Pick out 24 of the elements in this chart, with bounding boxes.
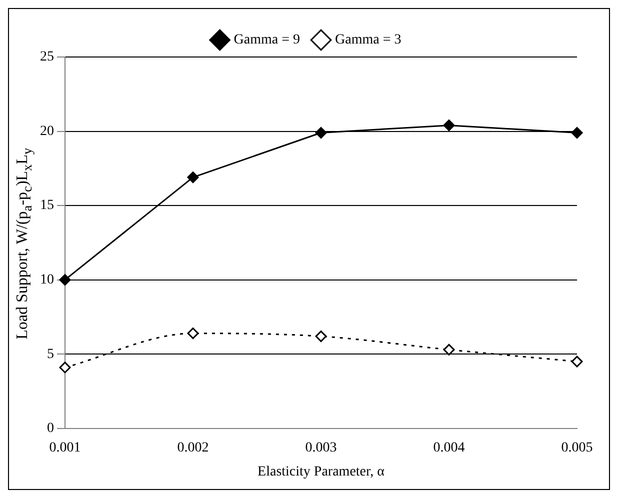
point (443, 120, 455, 132)
point (187, 172, 199, 184)
y-tick-label: 25 (40, 50, 54, 65)
point (443, 344, 455, 356)
y-tick-label: 0 (47, 421, 54, 436)
x-tick-label: 0.005 (561, 440, 593, 456)
point (315, 330, 327, 342)
x-axis-title: Elasticity Parameter, α (258, 464, 386, 480)
point (315, 127, 327, 139)
y-tick-label: 10 (40, 272, 54, 288)
x-tick-label: 0.002 (177, 440, 209, 456)
x-tick-label: 0.003 (305, 440, 337, 456)
x-tick-label: 0.001 (49, 440, 81, 456)
y-tick-label: 15 (40, 198, 54, 214)
legend-label: Gamma = 3 (335, 32, 402, 48)
y-tick-label: 5 (47, 346, 54, 362)
y-tick-label: 20 (40, 124, 54, 139)
point (59, 274, 71, 286)
point (59, 362, 71, 374)
x-tick-label: 0.004 (433, 440, 465, 456)
point (571, 127, 583, 139)
point (187, 328, 199, 340)
point (571, 356, 583, 368)
legend-label: Gamma = 9 (234, 32, 300, 48)
